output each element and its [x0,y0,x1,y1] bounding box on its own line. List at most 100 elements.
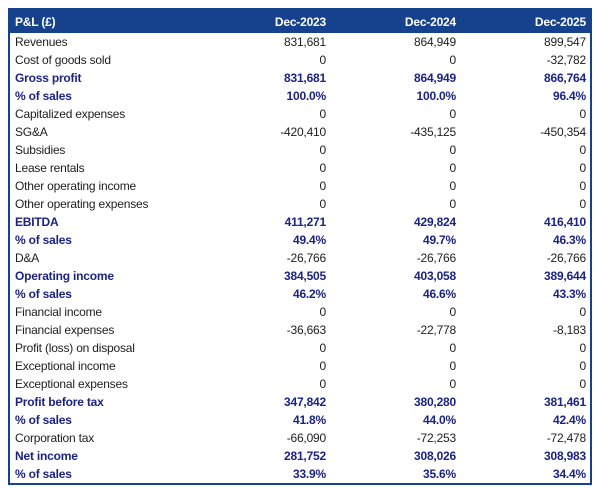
row-value: 34.4% [552,467,586,481]
row-label: Gross profit [15,71,82,85]
row-value: 864,949 [414,71,456,85]
row-value: 44.0% [422,413,456,427]
row-value: 100.0% [286,89,327,103]
row-value: 0 [449,107,457,121]
table-row: Financial income 0 0 0 [10,303,590,321]
row-label: Capitalized expenses [15,107,126,121]
table-row: Capitalized expenses 0 0 0 [10,105,590,123]
row-value: 0 [579,161,587,175]
row-value: 281,752 [284,449,326,463]
table-title: P&L (£) [15,14,56,29]
row-label: % of sales [15,287,72,301]
row-value: 864,949 [414,35,456,49]
row-value: 0 [319,305,327,319]
row-label: Exceptional expenses [15,377,128,391]
table-row: Operating income 384,505 403,058 389,644 [10,267,590,285]
row-value: -26,766 [416,251,457,265]
row-value: 0 [579,305,587,319]
pnl-table: P&L (£) Dec-2023 Dec-2024 Dec-2025 Reven… [8,8,592,485]
row-label: Lease rentals [15,161,85,175]
row-value: 831,681 [284,35,326,49]
row-value: -420,410 [280,125,326,139]
row-value: 0 [579,341,587,355]
row-label: Revenues [15,35,68,49]
table-row: Cost of goods sold 0 0 -32,782 [10,51,590,69]
row-value: 0 [449,143,457,157]
row-value: 43.3% [552,287,586,301]
row-value: 0 [319,143,327,157]
row-label: Financial income [15,305,102,319]
row-value: 0 [449,341,457,355]
table-row: Subsidies 0 0 0 [10,141,590,159]
row-value: 0 [449,377,457,391]
row-value: 308,026 [414,449,456,463]
row-value: -450,354 [540,125,586,139]
table-row: % of sales 49.4% 49.7% 46.3% [10,231,590,249]
row-label: % of sales [15,233,72,247]
table-row: Financial expenses -36,663 -22,778 -8,183 [10,321,590,339]
row-value: 403,058 [414,269,456,283]
row-value: 42.4% [552,413,586,427]
row-value: 308,983 [544,449,586,463]
row-label: % of sales [15,467,72,481]
row-value: 0 [319,359,327,373]
row-value: 0 [579,143,587,157]
row-label: Other operating expenses [15,197,149,211]
table-row: Lease rentals 0 0 0 [10,159,590,177]
row-value: 0 [319,377,327,391]
row-label: SG&A [15,125,48,139]
row-value: 411,271 [284,215,327,229]
row-label: Financial expenses [15,323,115,337]
row-value: 384,505 [284,269,326,283]
row-label: D&A [15,251,40,265]
row-label: % of sales [15,89,72,103]
row-value: -26,766 [546,251,587,265]
row-value: 35.6% [422,467,456,481]
row-value: -32,782 [546,53,587,67]
row-value: -72,478 [546,431,587,445]
table-row: Gross profit 831,681 864,949 866,764 [10,69,590,87]
row-value: -8,183 [553,323,586,337]
table-body: Revenues 831,681 864,949 899,547 Cost of goo… [10,33,590,483]
column-header-dec-2024: Dec-2024 [404,14,456,29]
table-row: EBITDA 411,271 429,824 416,410 [10,213,590,231]
row-value: 0 [579,179,587,193]
table-row: Revenues 831,681 864,949 899,547 [10,33,590,51]
row-value: 0 [579,359,587,373]
row-value: 0 [449,53,457,67]
row-label: % of sales [15,413,72,427]
row-value: 899,547 [544,35,586,49]
row-label: Net income [15,449,78,463]
row-label: Exceptional income [15,359,116,373]
table-row: SG&A -420,410 -435,125 -450,354 [10,123,590,141]
row-value: 0 [449,161,457,175]
row-value: 0 [449,179,457,193]
table-row: D&A -26,766 -26,766 -26,766 [10,249,590,267]
table-row: Corporation tax -66,090 -72,253 -72,478 [10,429,590,447]
table-row: Other operating expenses 0 0 0 [10,195,590,213]
row-value: 46.2% [292,287,326,301]
row-value: 0 [579,197,587,211]
row-value: 0 [319,341,327,355]
row-value: 0 [319,53,327,67]
row-label: Subsidies [15,143,66,157]
table-row: Profit (loss) on disposal 0 0 0 [10,339,590,357]
table-row: % of sales 100.0% 100.0% 96.4% [10,87,590,105]
row-value: 49.7% [422,233,456,247]
row-value: 416,410 [544,215,586,229]
row-value: -26,766 [286,251,327,265]
row-label: Corporation tax [15,431,95,445]
row-value: 0 [319,107,327,121]
row-value: 0 [449,197,457,211]
table-row: Exceptional expenses 0 0 0 [10,375,590,393]
table-row: Net income 281,752 308,026 308,983 [10,447,590,465]
row-value: 0 [319,161,327,175]
table-row: % of sales 46.2% 46.6% 43.3% [10,285,590,303]
row-value: 49.4% [292,233,326,247]
table-row: % of sales 33.9% 35.6% 34.4% [10,465,590,483]
row-value: 0 [579,377,587,391]
row-label: Cost of goods sold [15,53,111,67]
column-header-dec-2025: Dec-2025 [534,14,586,29]
table-header-row: P&L (£) Dec-2023 Dec-2024 Dec-2025 [10,10,590,33]
row-label: Operating income [15,269,114,283]
